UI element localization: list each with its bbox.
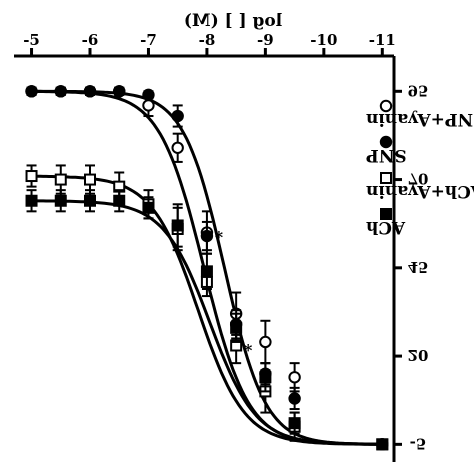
data-point [288, 392, 301, 405]
x-tick-label: -5 [23, 31, 40, 49]
x-tick-label-wrap: -11 [369, 31, 396, 49]
x-tick-label-wrap: -9 [257, 31, 274, 49]
x-tick-label: -6 [82, 31, 99, 49]
y-axis: -5 20 45 70 95 [392, 56, 429, 462]
y-tick-label: 45 [408, 258, 429, 276]
data-point [25, 170, 38, 183]
x-tick-label: -10 [310, 31, 337, 49]
mirrored-figure: log [ ] (M) -11-10-9-8-7-6-5 -520457095 … [14, 11, 474, 462]
y-tick-label: 70 [408, 170, 429, 188]
significance-star: * [215, 228, 224, 247]
x-tick-label-wrap: -7 [140, 31, 157, 49]
y-tick-label-wrap: 45 [408, 258, 429, 276]
y-tick-label: 95 [408, 81, 429, 99]
legend-label: SNP [366, 145, 407, 165]
legend-label-wrap: SNP [366, 145, 407, 165]
x-tick-label-wrap: -5 [23, 31, 40, 49]
data-point [83, 85, 97, 98]
data-point [84, 194, 96, 207]
data-points: ** [25, 85, 389, 451]
fit-curve [34, 174, 383, 446]
data-point [142, 99, 155, 112]
legend-marker [380, 208, 392, 220]
data-point [113, 194, 126, 207]
legend-label: ACh+Ayanin [366, 181, 474, 201]
legend-marker [379, 135, 393, 149]
legend-label: ACh [366, 217, 406, 237]
legend-label-wrap: ACh+Ayanin [366, 181, 474, 201]
significance-star-wrap: * [215, 228, 224, 247]
data-point [200, 265, 213, 278]
data-point [54, 173, 67, 186]
data-point [54, 85, 67, 98]
data-point [25, 194, 38, 207]
data-point [84, 173, 96, 186]
legend-label-wrap: ACh [366, 217, 406, 237]
x-tick-label-wrap: -6 [82, 31, 99, 49]
data-point [259, 371, 272, 384]
data-point [54, 194, 67, 207]
y-tick-label: 20 [408, 346, 429, 364]
data-point [171, 141, 184, 154]
data-point [288, 371, 301, 384]
x-tick-label: -7 [140, 31, 157, 49]
data-point [376, 438, 389, 451]
significance-star: * [244, 340, 253, 359]
legend-label: SNP+Ayanin [366, 109, 474, 129]
data-point [25, 85, 38, 98]
x-tick-label: -8 [199, 31, 216, 49]
x-tick-label: -11 [369, 31, 396, 49]
x-axis-title: log [ ] (M) [184, 11, 282, 31]
data-point [142, 88, 155, 102]
y-tick-label-wrap: -5 [410, 434, 427, 452]
data-point [171, 109, 184, 123]
legend-marker [379, 99, 393, 113]
x-tick-label: -9 [257, 31, 274, 49]
significance-star-wrap: * [244, 340, 253, 359]
x-axis: -11 -10 -9 -8 -7 -6 -5 [14, 31, 396, 58]
x-tick-label-wrap: -8 [199, 31, 216, 49]
x-tick-label-wrap: -10 [310, 31, 337, 49]
data-point [259, 335, 272, 349]
legend: SNP+Ayanin SNP ACh+Ayanin ACh [366, 99, 474, 237]
y-tick-label-wrap: 70 [408, 170, 429, 188]
y-tick-label: -5 [410, 434, 427, 452]
y-tick-label-wrap: 95 [408, 81, 429, 99]
data-point [142, 201, 155, 214]
y-tick-label-wrap: 20 [408, 346, 429, 364]
data-point [288, 417, 301, 430]
data-point [230, 321, 243, 334]
data-point [171, 219, 184, 232]
legend-marker [380, 172, 392, 184]
data-point [113, 85, 126, 98]
data-point [200, 229, 214, 243]
legend-label-wrap: SNP+Ayanin [366, 109, 474, 129]
